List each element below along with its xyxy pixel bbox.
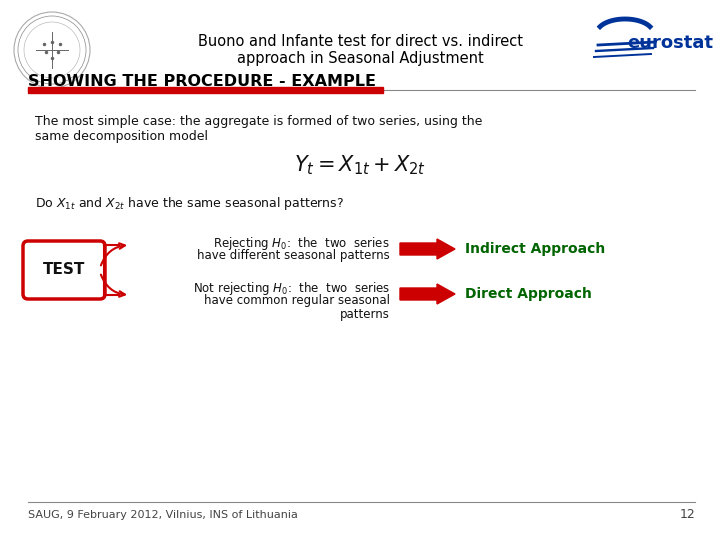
Bar xyxy=(28,87,383,93)
Text: SAUG, 9 February 2012, Vilnius, INS of Lithuania: SAUG, 9 February 2012, Vilnius, INS of L… xyxy=(28,510,298,520)
Text: approach in Seasonal Adjustment: approach in Seasonal Adjustment xyxy=(237,51,483,65)
Circle shape xyxy=(14,12,90,88)
FancyBboxPatch shape xyxy=(23,241,105,299)
Text: Not rejecting $H_0$:  the  two  series: Not rejecting $H_0$: the two series xyxy=(192,280,390,297)
Text: Rejecting $H_0$:  the  two  series: Rejecting $H_0$: the two series xyxy=(214,235,390,252)
Text: 12: 12 xyxy=(679,509,695,522)
Text: Indirect Approach: Indirect Approach xyxy=(465,242,606,256)
Text: TEST: TEST xyxy=(42,262,85,278)
Text: Do $X_{1t}$ and $X_{2t}$ have the same seasonal patterns?: Do $X_{1t}$ and $X_{2t}$ have the same s… xyxy=(35,195,344,213)
Text: same decomposition model: same decomposition model xyxy=(35,130,208,143)
Text: SHOWING THE PROCEDURE - EXAMPLE: SHOWING THE PROCEDURE - EXAMPLE xyxy=(28,75,376,90)
FancyArrow shape xyxy=(400,239,455,259)
Text: $Y_t = X_{1t} + X_{2t}$: $Y_t = X_{1t} + X_{2t}$ xyxy=(294,153,426,177)
Text: The most simple case: the aggregate is formed of two series, using the: The most simple case: the aggregate is f… xyxy=(35,115,482,128)
Text: have common regular seasonal: have common regular seasonal xyxy=(204,294,390,307)
Text: Buono and Infante test for direct vs. indirect: Buono and Infante test for direct vs. in… xyxy=(197,33,523,49)
FancyArrow shape xyxy=(400,284,455,304)
Text: Direct Approach: Direct Approach xyxy=(465,287,592,301)
Text: have different seasonal patterns: have different seasonal patterns xyxy=(197,249,390,262)
Text: patterns: patterns xyxy=(340,308,390,321)
Text: eurostat: eurostat xyxy=(627,34,713,52)
